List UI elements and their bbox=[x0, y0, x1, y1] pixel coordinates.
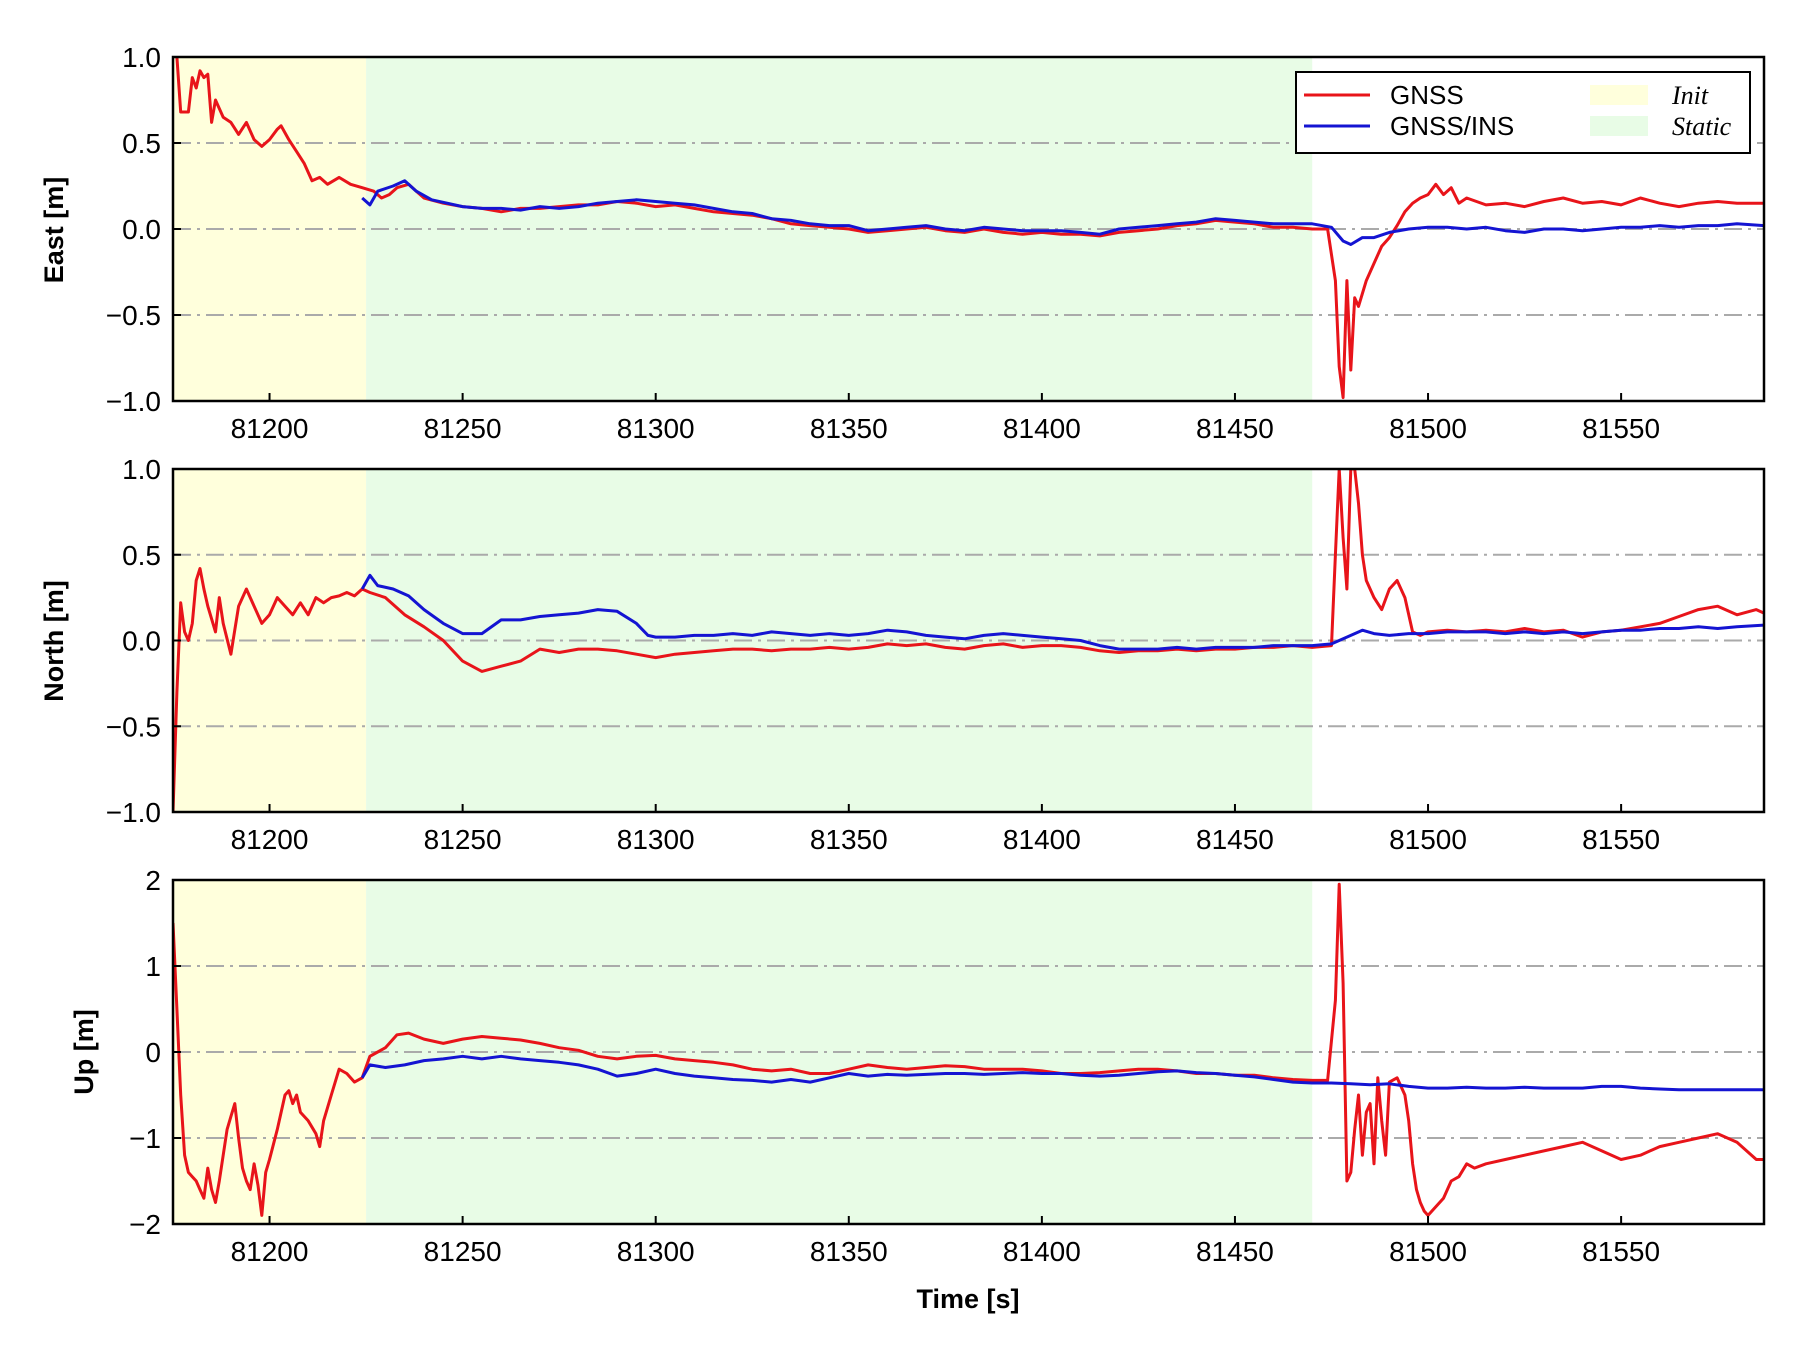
legend-frame bbox=[1295, 71, 1751, 154]
x-tick-label-up-4: 81400 bbox=[1003, 1236, 1081, 1267]
x-tick-label-east-2: 81300 bbox=[617, 413, 695, 444]
y-tick-label-east-1: −0.5 bbox=[106, 300, 161, 331]
legend: GNSS GNSS/INS Init Static bbox=[1295, 71, 1751, 154]
x-tick-label-north-0: 81200 bbox=[231, 824, 309, 855]
y-tick-label-north-2: 0.0 bbox=[122, 626, 161, 657]
x-tick-label-east-5: 81450 bbox=[1196, 413, 1274, 444]
x-tick-label-north-6: 81500 bbox=[1389, 824, 1467, 855]
series-line-gnss-up bbox=[173, 882, 1764, 1217]
x-tick-label-up-0: 81200 bbox=[231, 1236, 309, 1267]
x-tick-label-east-0: 81200 bbox=[231, 413, 309, 444]
region-init-up bbox=[173, 880, 367, 1224]
y-tick-label-north-3: 0.5 bbox=[122, 540, 161, 571]
panel-up: 81200 81250 81300 81350 81400 81450 81500 81550… bbox=[129, 865, 1766, 1267]
x-tick-label-up-1: 81250 bbox=[424, 1236, 502, 1267]
y-tick-label-up-3: 1 bbox=[145, 951, 161, 982]
x-tick-label-up-6: 81500 bbox=[1389, 1236, 1467, 1267]
x-tick-label-east-4: 81400 bbox=[1003, 413, 1081, 444]
x-tick-label-up-5: 81450 bbox=[1196, 1236, 1274, 1267]
region-init-north bbox=[173, 469, 367, 812]
x-tick-label-north-2: 81300 bbox=[617, 824, 695, 855]
y-tick-label-east-2: 0.0 bbox=[122, 214, 161, 245]
region-init-east bbox=[173, 57, 367, 401]
y-axis-label-east: East [m] bbox=[39, 177, 69, 284]
series-line-gnss-ins-up bbox=[360, 1054, 1764, 1092]
x-tick-label-up-3: 81350 bbox=[810, 1236, 888, 1267]
y-tick-label-east-4: 1.0 bbox=[122, 42, 161, 73]
x-tick-label-east-3: 81350 bbox=[810, 413, 888, 444]
y-tick-label-north-0: −1.0 bbox=[106, 797, 161, 828]
legend-label-static: Static bbox=[1672, 112, 1732, 141]
x-tick-label-up-7: 81550 bbox=[1582, 1236, 1660, 1267]
x-tick-label-east-6: 81500 bbox=[1389, 413, 1467, 444]
y-tick-label-up-1: −1 bbox=[129, 1123, 161, 1154]
y-tick-label-east-0: −1.0 bbox=[106, 386, 161, 417]
x-tick-label-north-7: 81550 bbox=[1582, 824, 1660, 855]
x-tick-label-east-1: 81250 bbox=[424, 413, 502, 444]
legend-label-init: Init bbox=[1671, 81, 1709, 110]
x-axis-label: Time [s] bbox=[916, 1284, 1019, 1314]
legend-swatch-init bbox=[1590, 85, 1648, 105]
series-line-gnss-ins-east bbox=[361, 179, 1764, 246]
y-axis-label-north: North [m] bbox=[39, 580, 69, 701]
x-tick-label-north-1: 81250 bbox=[424, 824, 502, 855]
y-tick-label-up-4: 2 bbox=[145, 865, 161, 896]
panel-east: 81200 81250 81300 81350 81400 81450 81500 81550… bbox=[106, 42, 1766, 444]
legend-label-gnss: GNSS bbox=[1390, 80, 1464, 110]
y-tick-label-north-1: −0.5 bbox=[106, 711, 161, 742]
legend-label-gnss-ins: GNSS/INS bbox=[1390, 111, 1514, 141]
x-tick-label-north-4: 81400 bbox=[1003, 824, 1081, 855]
series-line-gnss-ins-north bbox=[360, 573, 1764, 651]
panel-north: 81200 81250 81300 81350 81400 81450 81500 81550… bbox=[106, 454, 1766, 855]
series-line-gnss-east bbox=[175, 57, 1764, 400]
y-tick-label-east-3: 0.5 bbox=[122, 128, 161, 159]
y-tick-label-up-2: 0 bbox=[145, 1037, 161, 1068]
y-tick-label-north-4: 1.0 bbox=[122, 454, 161, 485]
y-tick-label-up-0: −2 bbox=[129, 1209, 161, 1240]
x-tick-label-north-3: 81350 bbox=[810, 824, 888, 855]
x-tick-label-up-2: 81300 bbox=[617, 1236, 695, 1267]
x-tick-label-north-5: 81450 bbox=[1196, 824, 1274, 855]
legend-swatch-static bbox=[1590, 116, 1648, 136]
y-axis-label-up: Up [m] bbox=[69, 1009, 99, 1094]
x-tick-label-east-7: 81550 bbox=[1582, 413, 1660, 444]
